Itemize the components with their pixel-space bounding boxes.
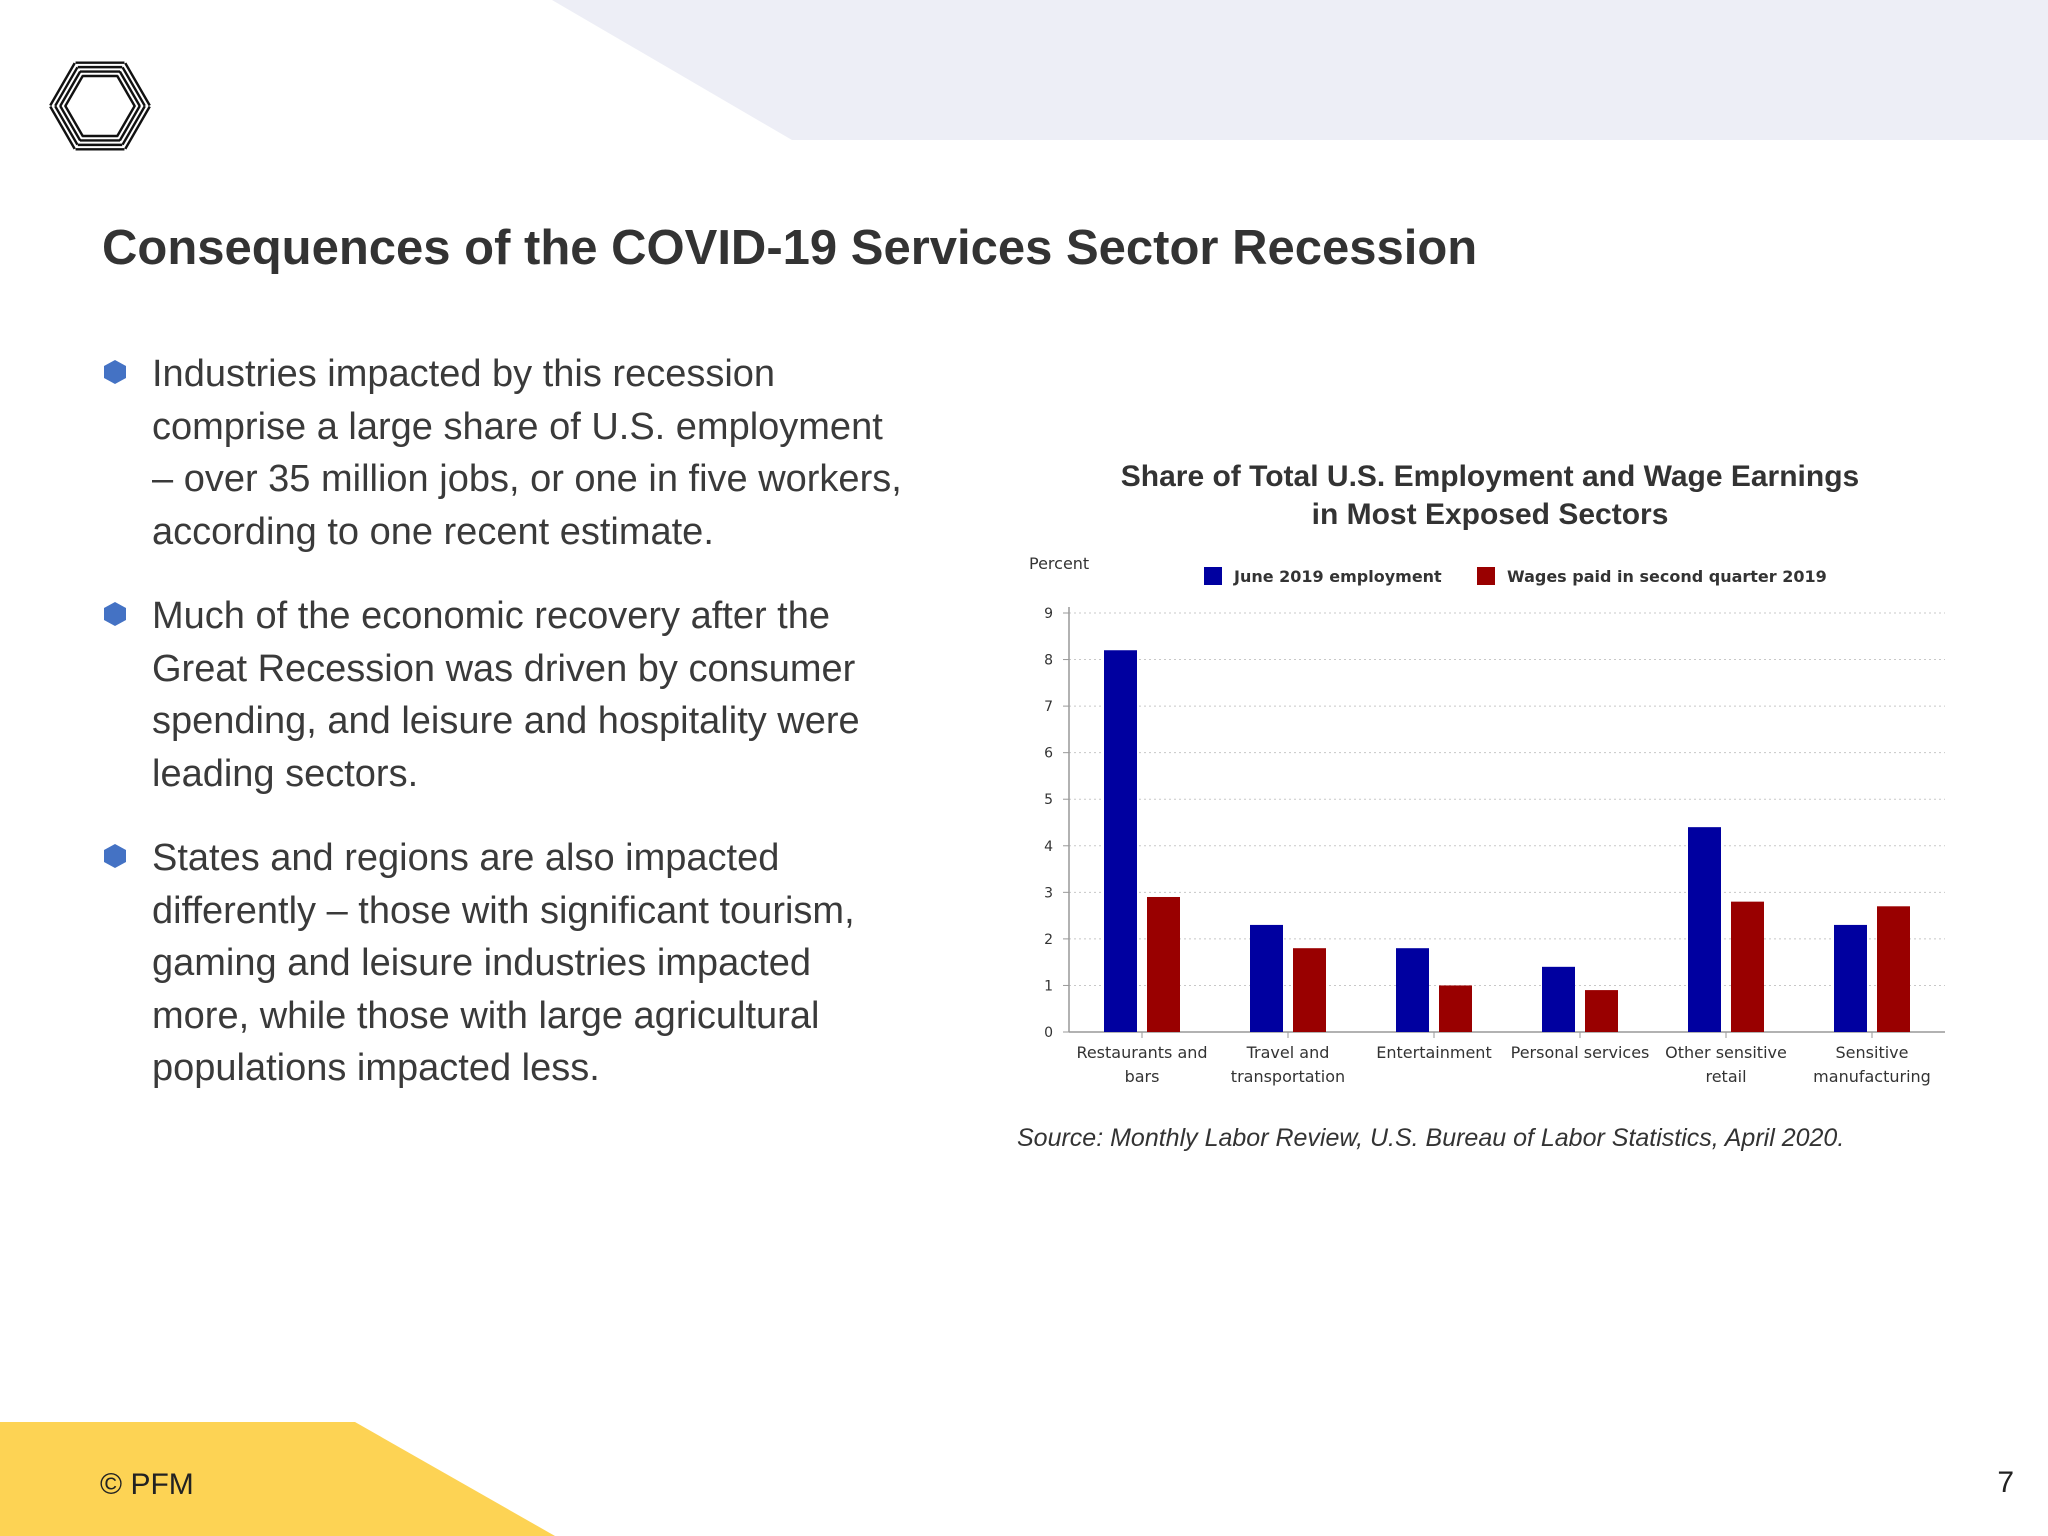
hexagon-bullet-icon xyxy=(104,844,126,868)
x-tick-label: Travel and xyxy=(1246,1043,1330,1062)
x-tick-label: bars xyxy=(1125,1067,1160,1086)
bar xyxy=(1250,924,1283,1032)
header-band xyxy=(552,0,2048,140)
bar xyxy=(1688,827,1721,1032)
chart-source: Source: Monthly Labor Review, U.S. Burea… xyxy=(1017,1124,1845,1152)
bullet-text: States and regions are also impacted dif… xyxy=(152,837,855,1089)
y-tick-label: 3 xyxy=(1044,885,1053,901)
y-tick-label: 8 xyxy=(1044,653,1053,669)
x-tick-label: Other sensitive xyxy=(1665,1043,1787,1062)
x-tick-label: Restaurants and xyxy=(1076,1043,1207,1062)
bar xyxy=(1542,966,1575,1032)
page-number: 7 xyxy=(1997,1466,2014,1499)
bar-chart: 0 1 2 3 4 5 6 7 8 9 Percent June 2019 employment Wag… xyxy=(1029,554,1945,1086)
bullet-item: States and regions are also impacted dif… xyxy=(102,832,912,1095)
chart-title: Share of Total U.S. Employment and Wage … xyxy=(1040,458,1940,534)
bar xyxy=(1104,650,1137,1032)
y-tick-label: 9 xyxy=(1044,606,1053,622)
y-tick-label: 2 xyxy=(1044,932,1053,948)
hexagon-bullet-icon xyxy=(104,602,126,626)
legend-label: Wages paid in second quarter 2019 xyxy=(1507,567,1827,586)
bar xyxy=(1877,906,1910,1032)
bar xyxy=(1147,896,1180,1032)
y-tick-label: 0 xyxy=(1044,1025,1053,1041)
bullet-list: Industries impacted by this recession co… xyxy=(102,348,912,1127)
y-tick-label: 1 xyxy=(1044,978,1053,994)
bar xyxy=(1834,924,1867,1032)
legend-label: June 2019 employment xyxy=(1233,567,1442,586)
x-tick-label: transportation xyxy=(1231,1067,1345,1086)
bar xyxy=(1731,901,1764,1032)
bullet-item: Industries impacted by this recession co… xyxy=(102,348,912,558)
footer-accent xyxy=(0,1422,555,1536)
y-tick-label: 4 xyxy=(1044,839,1053,855)
legend-swatch xyxy=(1204,567,1222,585)
bullet-item: Much of the economic recovery after the … xyxy=(102,590,912,800)
x-tick-label: retail xyxy=(1705,1067,1746,1086)
bar xyxy=(1439,985,1472,1032)
page-title: Consequences of the COVID-19 Services Se… xyxy=(102,221,1478,275)
bullet-text: Much of the economic recovery after the … xyxy=(152,595,860,795)
x-tick-label: manufacturing xyxy=(1813,1067,1931,1086)
y-tick-label: 6 xyxy=(1044,746,1053,762)
bullet-text: Industries impacted by this recession co… xyxy=(152,353,902,553)
x-tick-label: Sensitive xyxy=(1836,1043,1909,1062)
bar xyxy=(1293,948,1326,1032)
y-axis-label: Percent xyxy=(1029,554,1089,573)
x-tick-label: Entertainment xyxy=(1376,1043,1491,1062)
legend-swatch xyxy=(1477,567,1495,585)
y-tick-label: 7 xyxy=(1044,699,1053,715)
y-tick-label: 5 xyxy=(1044,792,1053,808)
copyright: © PFM xyxy=(100,1468,194,1501)
chart-title-line: Share of Total U.S. Employment and Wage … xyxy=(1120,460,1860,493)
hexagon-bullet-icon xyxy=(104,360,126,384)
chart-title-line: in Most Exposed Sectors xyxy=(1311,498,1669,531)
bar xyxy=(1585,990,1618,1032)
x-tick-label: Personal services xyxy=(1511,1043,1650,1062)
pfm-logo-icon xyxy=(49,61,151,151)
bar xyxy=(1396,948,1429,1032)
